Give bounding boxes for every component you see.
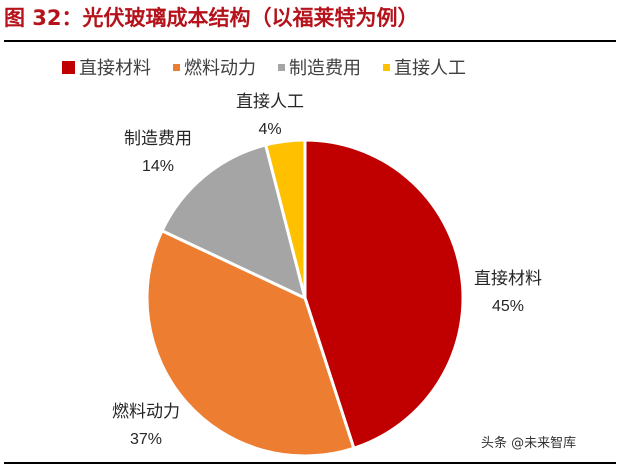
legend-swatch-fuel-power bbox=[173, 63, 180, 71]
legend-item-manufacturing: 制造费用 bbox=[278, 54, 361, 80]
data-label-name: 燃料动力 bbox=[112, 402, 180, 422]
legend-swatch-direct-labor bbox=[383, 63, 390, 71]
data-label-value: 37% bbox=[129, 431, 163, 448]
chart-title: 图 32：光伏玻璃成本结构（以福莱特为例） bbox=[4, 6, 419, 30]
legend-item-direct-materials: 直接材料 bbox=[62, 54, 151, 80]
watermark: 头条 @未来智库 bbox=[481, 436, 577, 451]
legend-label: 燃料动力 bbox=[184, 58, 256, 79]
legend-swatch-manufacturing bbox=[278, 63, 285, 71]
slice-manufacturing bbox=[160, 143, 307, 300]
data-label-direct-materials: 直接材料 45% bbox=[474, 268, 542, 318]
data-label-fuel-power: 燃料动力 37% bbox=[112, 401, 180, 451]
data-label-value: 4% bbox=[258, 121, 282, 138]
slice-direct-materials bbox=[303, 138, 465, 450]
chart-legend: 直接材料 燃料动力 制造费用 直接人工 bbox=[62, 54, 466, 80]
legend-label: 制造费用 bbox=[289, 58, 361, 79]
legend-item-direct-labor: 直接人工 bbox=[383, 54, 466, 80]
data-label-name: 直接人工 bbox=[236, 92, 304, 112]
legend-label: 直接人工 bbox=[394, 58, 466, 79]
data-label-manufacturing: 制造费用 14% bbox=[124, 128, 192, 178]
data-label-direct-labor: 直接人工 4% bbox=[236, 91, 304, 141]
data-label-value: 45% bbox=[491, 298, 525, 315]
legend-item-fuel-power: 燃料动力 bbox=[173, 54, 256, 80]
legend-swatch-direct-materials bbox=[62, 60, 75, 74]
slice-fuel-power bbox=[145, 229, 356, 458]
slice-direct-labor bbox=[264, 138, 307, 300]
data-label-name: 直接材料 bbox=[474, 269, 542, 289]
data-label-value: 14% bbox=[141, 158, 175, 175]
data-label-name: 制造费用 bbox=[124, 129, 192, 149]
top-divider bbox=[4, 40, 616, 42]
bottom-divider bbox=[4, 462, 616, 464]
legend-label: 直接材料 bbox=[79, 58, 151, 79]
